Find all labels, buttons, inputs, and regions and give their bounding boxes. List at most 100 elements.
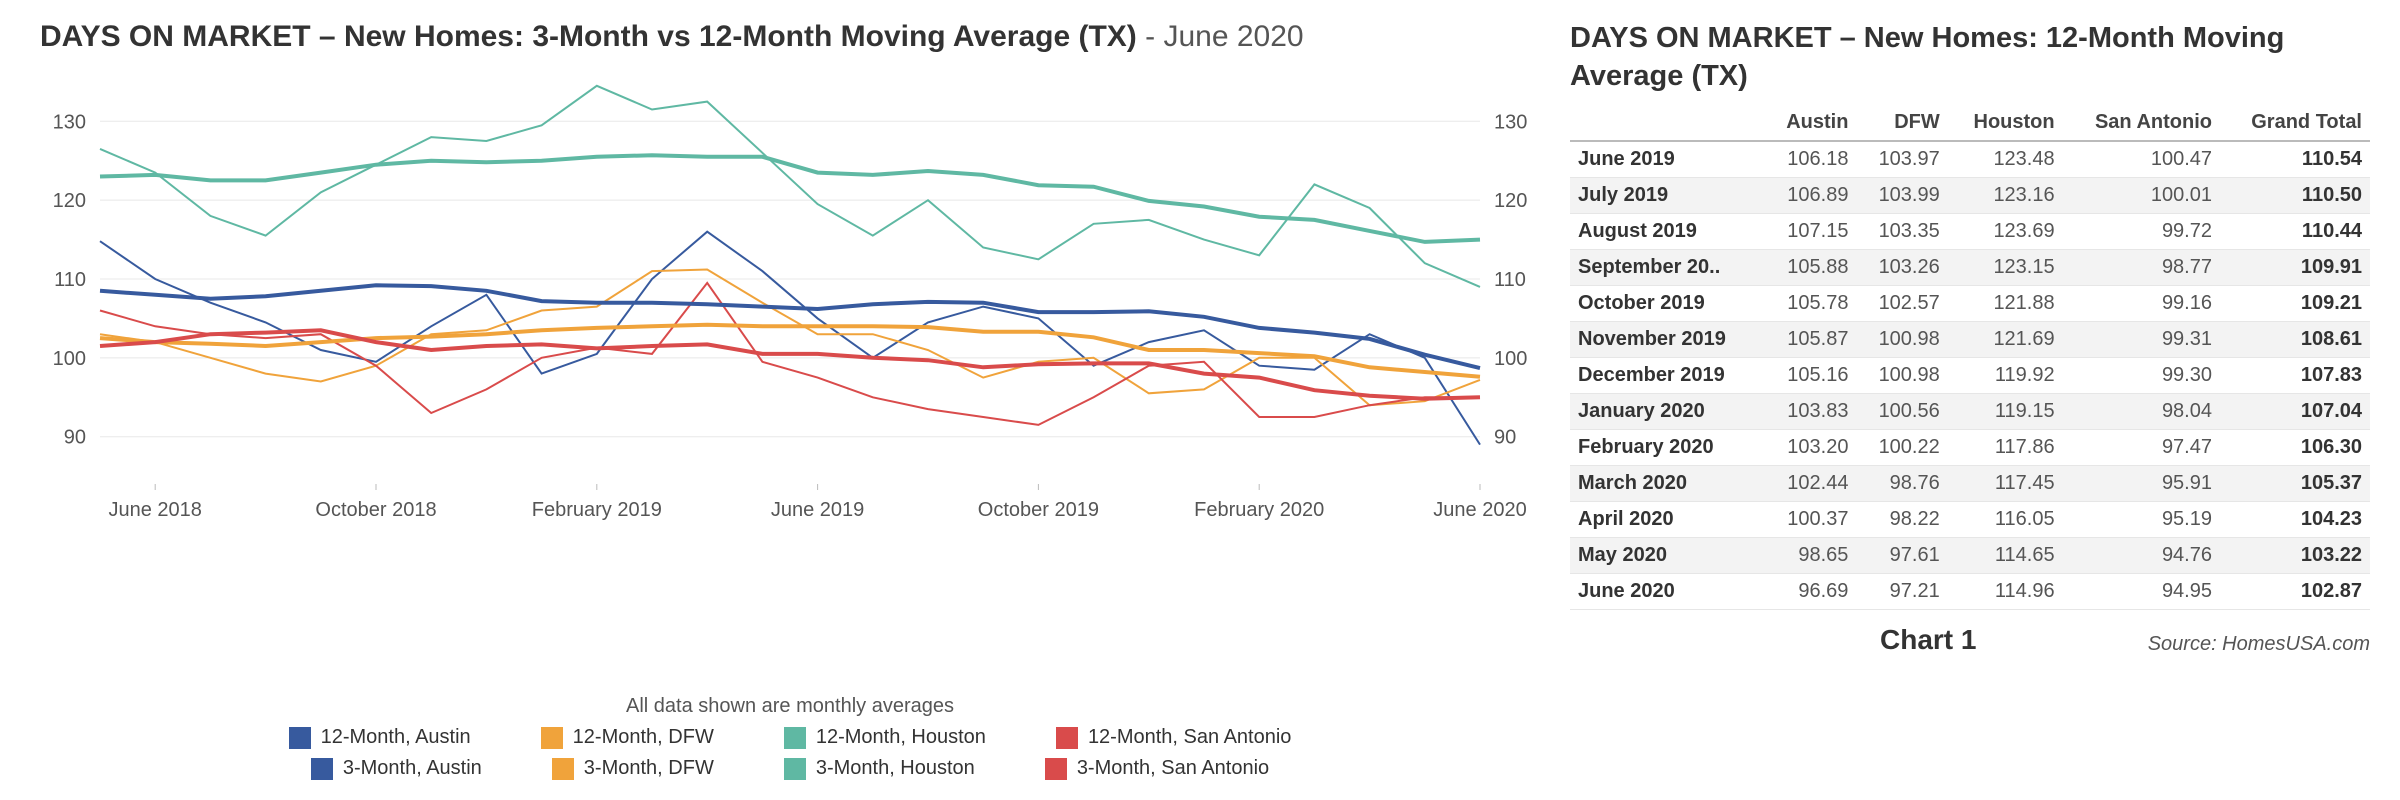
table-column-header: San Antonio: [2063, 105, 2220, 141]
data-cell: 97.47: [2063, 430, 2220, 466]
data-cell: 102.57: [1856, 286, 1947, 322]
x-tick-label: February 2020: [1194, 499, 1324, 521]
legend-swatch: [311, 758, 333, 780]
data-cell: 114.96: [1948, 574, 2063, 610]
page: DAYS ON MARKET – New Homes: 3-Month vs 1…: [0, 0, 2400, 800]
footer-row: Chart 1 Source: HomesUSA.com: [1570, 624, 2370, 656]
table-title: DAYS ON MARKET – New Homes: 12-Month Mov…: [1570, 20, 2370, 95]
chart-wrap: 9090100100110110120120130130June 2018Oct…: [40, 64, 1540, 689]
legend-label: 3-Month, DFW: [584, 757, 714, 780]
table-row: September 20..105.88103.26123.1598.77109…: [1570, 250, 2370, 286]
data-cell: 103.20: [1764, 430, 1857, 466]
table-row: June 202096.6997.21114.9694.95102.87: [1570, 574, 2370, 610]
chart-series: [100, 232, 1480, 445]
chart-number-label: Chart 1: [1880, 624, 1976, 656]
data-cell: 109.21: [2220, 286, 2370, 322]
data-cell: 102.87: [2220, 574, 2370, 610]
data-cell: 99.16: [2063, 286, 2220, 322]
data-cell: 103.99: [1856, 178, 1947, 214]
data-cell: 102.44: [1764, 466, 1857, 502]
data-cell: 105.16: [1764, 358, 1857, 394]
data-cell: 100.56: [1856, 394, 1947, 430]
legend-item: 12-Month, San Antonio: [1056, 726, 1291, 749]
data-cell: 109.91: [2220, 250, 2370, 286]
data-cell: 116.05: [1948, 502, 2063, 538]
table-row: July 2019106.89103.99123.16100.01110.50: [1570, 178, 2370, 214]
data-cell: 108.61: [2220, 322, 2370, 358]
data-cell: 98.04: [2063, 394, 2220, 430]
legend-label: 12-Month, Houston: [816, 726, 986, 749]
legend-item: 3-Month, Austin: [311, 757, 482, 780]
y-tick-label: 110: [54, 269, 86, 291]
legend-item: 12-Month, DFW: [541, 726, 714, 749]
chart-title-suffix: - June 2020: [1137, 20, 1304, 53]
y-tick-label-right: 90: [1494, 427, 1516, 449]
chart-caption: All data shown are monthly averages: [40, 695, 1540, 718]
legend-item: 12-Month, Houston: [784, 726, 986, 749]
legend-swatch: [552, 758, 574, 780]
data-cell: 119.15: [1948, 394, 2063, 430]
y-tick-label-right: 110: [1494, 269, 1526, 291]
x-tick-label: June 2018: [108, 499, 201, 521]
legend-label: 3-Month, Austin: [343, 757, 482, 780]
x-tick-label: October 2018: [315, 499, 436, 521]
data-cell: 100.22: [1856, 430, 1947, 466]
data-cell: 123.16: [1948, 178, 2063, 214]
data-cell: 123.69: [1948, 214, 2063, 250]
data-cell: 98.77: [2063, 250, 2220, 286]
legend-swatch: [784, 758, 806, 780]
data-cell: 98.22: [1856, 502, 1947, 538]
table-header-row: AustinDFWHoustonSan AntonioGrand Total: [1570, 105, 2370, 141]
x-tick-label: October 2019: [978, 499, 1099, 521]
data-cell: 107.15: [1764, 214, 1857, 250]
legend-swatch: [1045, 758, 1067, 780]
row-label-cell: August 2019: [1570, 214, 1764, 250]
legend-swatch: [784, 727, 806, 749]
y-tick-label: 90: [64, 427, 86, 449]
table-row: August 2019107.15103.35123.6999.72110.44: [1570, 214, 2370, 250]
table-row: December 2019105.16100.98119.9299.30107.…: [1570, 358, 2370, 394]
table-body: June 2019106.18103.97123.48100.47110.54J…: [1570, 141, 2370, 610]
data-cell: 104.23: [2220, 502, 2370, 538]
data-cell: 97.61: [1856, 538, 1947, 574]
chart-panel: DAYS ON MARKET – New Homes: 3-Month vs 1…: [40, 20, 1540, 780]
row-label-cell: September 20..: [1570, 250, 1764, 286]
data-cell: 103.22: [2220, 538, 2370, 574]
table-panel: DAYS ON MARKET – New Homes: 12-Month Mov…: [1540, 20, 2370, 780]
data-cell: 106.89: [1764, 178, 1857, 214]
data-cell: 94.95: [2063, 574, 2220, 610]
data-cell: 106.30: [2220, 430, 2370, 466]
data-cell: 117.86: [1948, 430, 2063, 466]
data-cell: 105.37: [2220, 466, 2370, 502]
source-label: Source: HomesUSA.com: [2148, 633, 2370, 656]
legend-label: 12-Month, Austin: [321, 726, 471, 749]
chart-series: [100, 270, 1480, 406]
data-table: AustinDFWHoustonSan AntonioGrand Total J…: [1570, 105, 2370, 610]
chart-title-main: DAYS ON MARKET – New Homes: 3-Month vs 1…: [40, 20, 1137, 53]
legend: 12-Month, Austin 12-Month, DFW 12-Month, H…: [40, 726, 1540, 780]
legend-item: 3-Month, DFW: [552, 757, 714, 780]
data-cell: 123.15: [1948, 250, 2063, 286]
row-label-cell: February 2020: [1570, 430, 1764, 466]
table-row: October 2019105.78102.57121.8899.16109.2…: [1570, 286, 2370, 322]
data-cell: 100.01: [2063, 178, 2220, 214]
chart-title: DAYS ON MARKET – New Homes: 3-Month vs 1…: [40, 20, 1540, 54]
data-cell: 114.65: [1948, 538, 2063, 574]
data-cell: 107.04: [2220, 394, 2370, 430]
table-column-header: Grand Total: [2220, 105, 2370, 141]
chart-series: [100, 86, 1480, 287]
x-tick-label: February 2019: [532, 499, 662, 521]
row-label-cell: January 2020: [1570, 394, 1764, 430]
legend-label: 12-Month, DFW: [573, 726, 714, 749]
legend-label: 3-Month, Houston: [816, 757, 975, 780]
x-tick-label: June 2020: [1433, 499, 1526, 521]
legend-swatch: [289, 727, 311, 749]
data-cell: 95.91: [2063, 466, 2220, 502]
data-cell: 123.48: [1948, 141, 2063, 178]
y-tick-label-right: 120: [1494, 190, 1527, 212]
data-cell: 105.87: [1764, 322, 1857, 358]
y-tick-label: 100: [53, 348, 86, 370]
data-cell: 110.44: [2220, 214, 2370, 250]
y-tick-label: 120: [53, 190, 86, 212]
table-row: May 202098.6597.61114.6594.76103.22: [1570, 538, 2370, 574]
